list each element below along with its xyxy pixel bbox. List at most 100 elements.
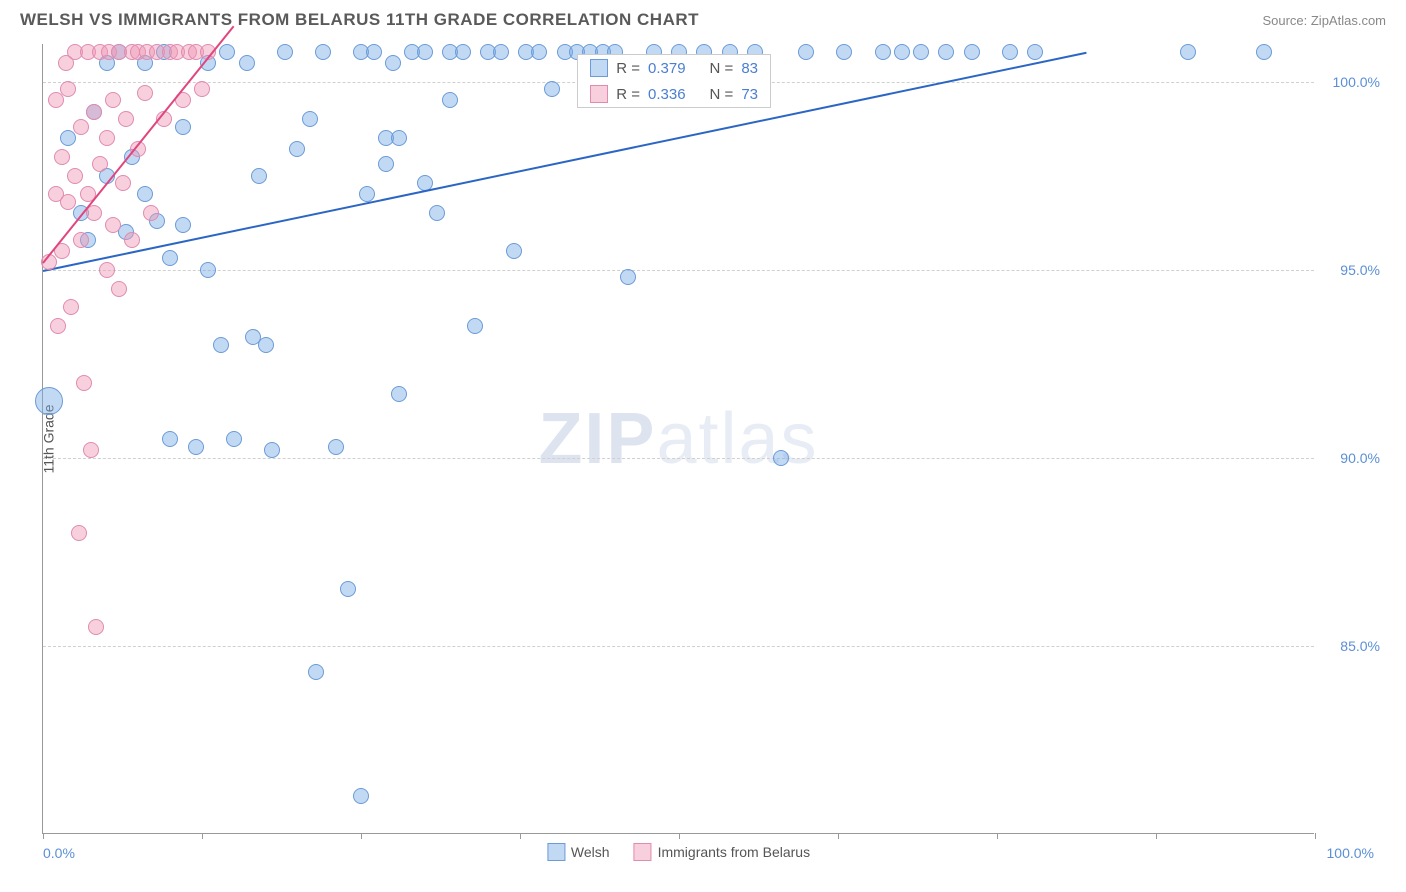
scatter-point [226,431,242,447]
x-tick-label: 0.0% [43,845,75,861]
scatter-point [48,92,64,108]
scatter-point [258,337,274,353]
scatter-point [99,130,115,146]
scatter-point [35,387,63,415]
scatter-point [417,44,433,60]
legend-n-label: N = [710,86,734,103]
gridline [43,458,1314,459]
scatter-point [442,92,458,108]
scatter-point [60,130,76,146]
y-tick-label: 100.0% [1320,74,1380,90]
scatter-point [544,81,560,97]
gridline [43,270,1314,271]
scatter-point [137,85,153,101]
scatter-point [88,619,104,635]
x-tick [202,833,203,839]
scatter-point [200,262,216,278]
scatter-point [264,442,280,458]
scatter-point [894,44,910,60]
legend-row: R = 0.379N = 83 [578,55,770,81]
legend-swatch [590,85,608,103]
scatter-point [277,44,293,60]
x-tick [1315,833,1316,839]
scatter-point [175,217,191,233]
scatter-point [493,44,509,60]
x-tick [1156,833,1157,839]
scatter-point [219,44,235,60]
scatter-point [162,431,178,447]
y-tick-label: 95.0% [1320,262,1380,278]
scatter-point [73,119,89,135]
scatter-point [467,318,483,334]
legend-swatch [547,843,565,861]
scatter-point [875,44,891,60]
scatter-point [73,232,89,248]
scatter-point [50,318,66,334]
legend-n-label: N = [710,60,734,77]
scatter-point [620,269,636,285]
legend-swatch [634,843,652,861]
scatter-point [194,81,210,97]
scatter-point [385,55,401,71]
scatter-point [938,44,954,60]
x-tick-label: 100.0% [1327,845,1374,861]
scatter-point [1256,44,1272,60]
scatter-point [913,44,929,60]
scatter-point [1002,44,1018,60]
scatter-point [54,149,70,165]
legend-r-value: 0.379 [648,60,686,77]
correlation-legend: R = 0.379 N = 83 R = 0.336 N = 73 [577,54,771,108]
scatter-point [302,111,318,127]
legend-r-label: R = [616,86,640,103]
watermark: ZIPatlas [538,398,818,480]
scatter-point [308,664,324,680]
y-tick-label: 85.0% [1320,638,1380,654]
scatter-point [76,375,92,391]
scatter-point [1180,44,1196,60]
scatter-point [60,81,76,97]
scatter-point [86,104,102,120]
legend-n-value: 73 [741,86,758,103]
scatter-point [71,525,87,541]
legend-item: Immigrants from Belarus [634,843,810,861]
legend-label: Immigrants from Belarus [658,844,810,860]
scatter-point [67,168,83,184]
legend-n-value: 83 [741,60,758,77]
legend-item: Welsh [547,843,610,861]
chart-title: WELSH VS IMMIGRANTS FROM BELARUS 11TH GR… [20,10,699,30]
scatter-point [124,232,140,248]
scatter-point [60,194,76,210]
scatter-point [1027,44,1043,60]
scatter-point [63,299,79,315]
x-tick [679,833,680,839]
scatter-point [315,44,331,60]
scatter-point [105,217,121,233]
scatter-point [289,141,305,157]
chart-source: Source: ZipAtlas.com [1262,13,1386,28]
scatter-point [455,44,471,60]
scatter-point [162,250,178,266]
legend-row: R = 0.336 N = 73 [578,81,770,107]
scatter-point [836,44,852,60]
x-tick [997,833,998,839]
plot-area: ZIPatlas 85.0%90.0%95.0%100.0%0.0%100.0%… [42,44,1314,834]
scatter-point [353,788,369,804]
scatter-point [137,186,153,202]
scatter-point [175,119,191,135]
scatter-point [92,156,108,172]
gridline [43,646,1314,647]
scatter-point [188,439,204,455]
scatter-point [531,44,547,60]
x-tick [43,833,44,839]
chart-header: WELSH VS IMMIGRANTS FROM BELARUS 11TH GR… [0,0,1406,38]
scatter-point [328,439,344,455]
legend-r-value: 0.336 [648,86,686,103]
scatter-point [239,55,255,71]
watermark-bold: ZIP [538,399,656,479]
x-tick [520,833,521,839]
x-tick [838,833,839,839]
scatter-point [773,450,789,466]
scatter-point [391,130,407,146]
chart-container: 11th Grade ZIPatlas 85.0%90.0%95.0%100.0… [42,44,1384,834]
scatter-point [366,44,382,60]
